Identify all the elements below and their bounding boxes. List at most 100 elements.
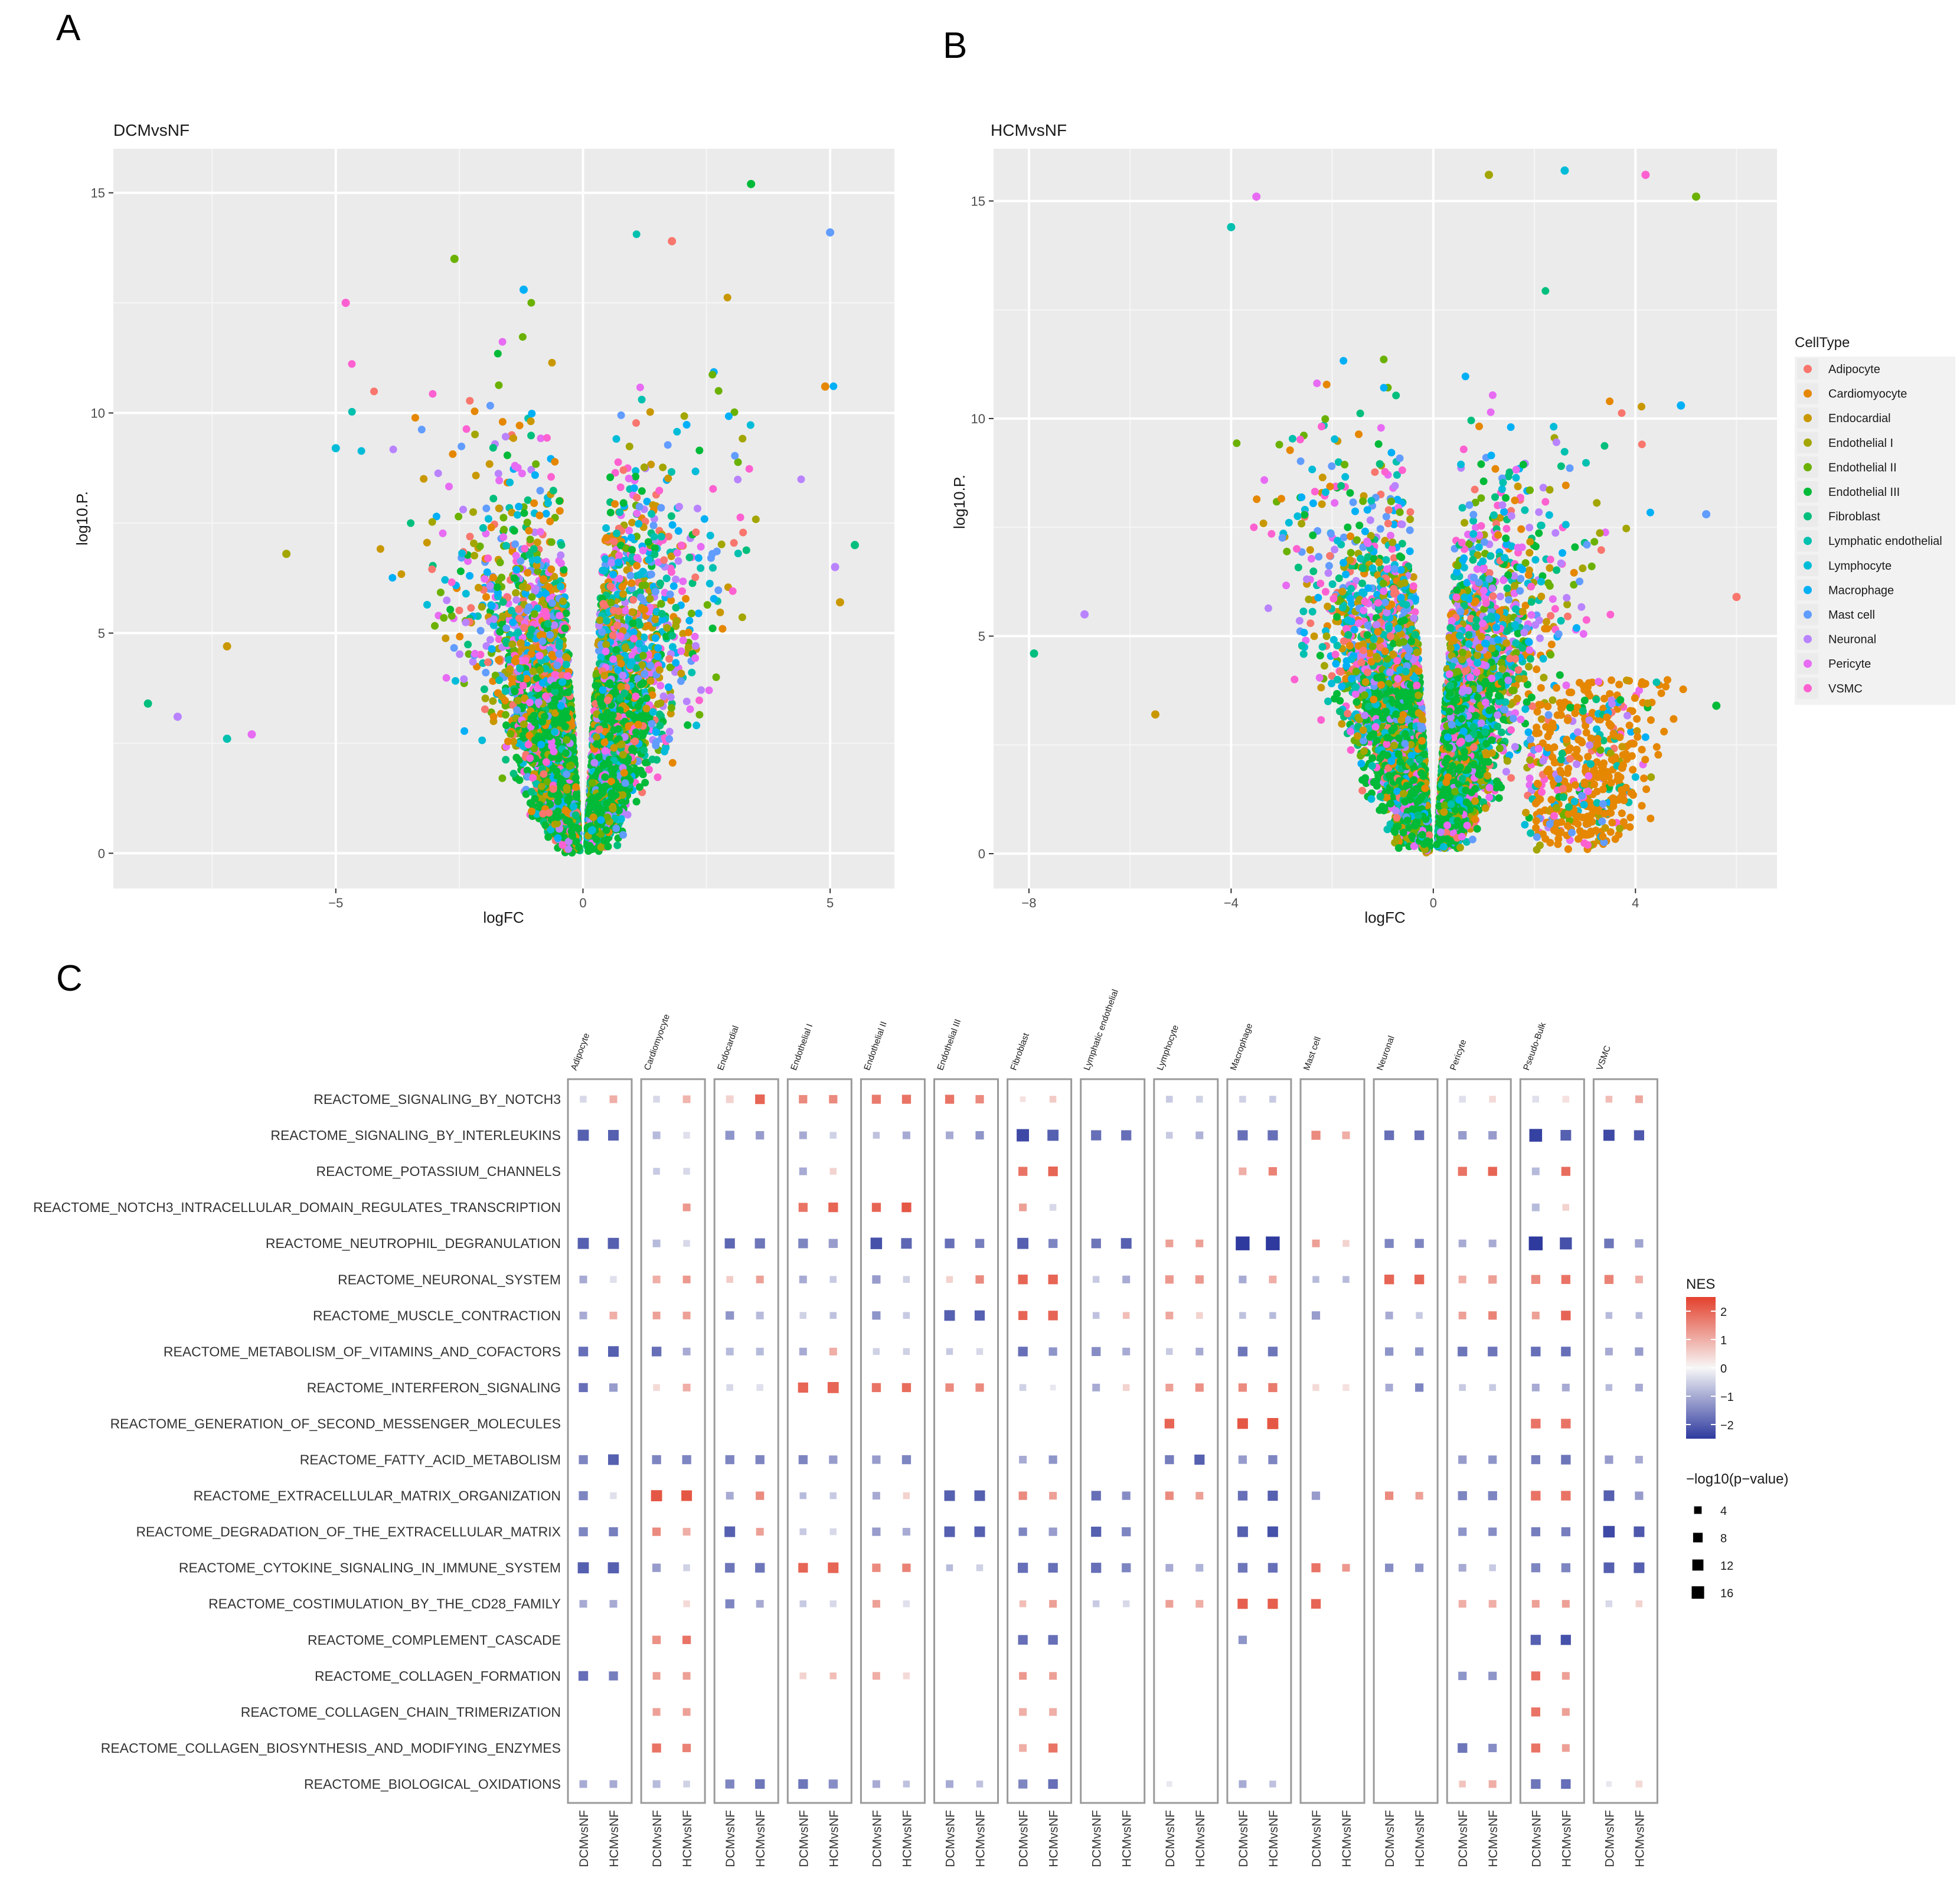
gene-point — [458, 549, 466, 557]
panel-letter-a: A — [56, 8, 81, 48]
gene-point — [663, 624, 671, 632]
gene-point — [607, 558, 616, 567]
gene-point — [677, 541, 685, 550]
gene-point — [562, 609, 570, 618]
gene-point — [518, 583, 527, 591]
gene-point — [684, 628, 692, 636]
gene-point — [668, 568, 675, 576]
gene-point — [718, 625, 727, 633]
gene-point — [557, 541, 566, 549]
gene-point — [691, 654, 700, 662]
gene-point — [626, 571, 635, 580]
gene-point — [669, 582, 678, 590]
gene-point — [540, 770, 548, 778]
gene-point — [522, 675, 531, 683]
gene-point — [662, 574, 671, 583]
gene-point — [502, 756, 510, 764]
gene-point — [432, 512, 440, 521]
gene-point — [638, 396, 646, 404]
gene-point — [612, 435, 620, 443]
gene-point — [510, 527, 518, 535]
gene-point — [550, 621, 558, 629]
gene-point — [417, 426, 426, 434]
gene-point — [489, 444, 497, 452]
gene-point — [596, 695, 604, 703]
gene-point — [488, 645, 496, 653]
gene-point — [456, 650, 464, 658]
gene-point — [613, 530, 620, 537]
gene-point — [628, 518, 636, 527]
gene-point — [533, 556, 541, 564]
gene-point — [547, 538, 556, 546]
gene-point — [629, 596, 638, 604]
gene-point — [639, 770, 647, 779]
gene-point — [483, 568, 491, 576]
gene-point — [652, 728, 660, 736]
gene-point — [656, 721, 664, 730]
gene-point — [688, 579, 697, 587]
gene-point — [543, 612, 550, 620]
gene-point — [634, 703, 642, 711]
gene-point — [449, 450, 457, 458]
gene-point — [729, 587, 737, 595]
gene-point — [647, 510, 655, 518]
gene-point — [446, 606, 455, 613]
gene-point — [651, 550, 659, 558]
gene-point — [470, 539, 478, 547]
gene-point — [724, 412, 733, 420]
gene-point — [679, 636, 687, 645]
gene-point — [487, 523, 495, 531]
gene-point — [691, 468, 700, 475]
gene-point — [734, 550, 742, 557]
gene-point — [646, 408, 654, 416]
gene-point — [723, 293, 731, 302]
gene-point — [523, 766, 531, 775]
gene-point — [512, 658, 520, 665]
gene-point — [499, 514, 508, 522]
gene-point — [645, 766, 653, 774]
gene-point — [484, 554, 492, 563]
gene-point — [797, 475, 805, 483]
gene-point — [630, 484, 638, 492]
gene-point — [652, 739, 660, 747]
gene-point — [523, 518, 531, 527]
gene-point — [691, 642, 700, 650]
gene-point — [694, 609, 703, 618]
panel-letter-b: B — [943, 25, 967, 66]
gene-point — [739, 528, 747, 537]
gene-point — [714, 586, 723, 594]
gene-point — [482, 504, 491, 512]
gene-point — [478, 603, 486, 611]
gene-point — [456, 632, 464, 641]
gene-point — [736, 513, 744, 521]
gene-point — [654, 700, 662, 708]
gene-point — [481, 575, 489, 583]
gene-point — [527, 417, 535, 426]
gene-point — [602, 534, 610, 542]
gene-point — [423, 600, 431, 609]
gene-point — [738, 613, 746, 622]
gene-point — [499, 533, 508, 541]
gene-point — [486, 636, 494, 644]
gene-point — [544, 499, 552, 507]
gene-point — [460, 675, 468, 683]
gene-point — [481, 705, 489, 713]
gene-point — [489, 495, 498, 502]
gene-point — [494, 349, 502, 358]
gene-point — [526, 535, 534, 544]
gene-point — [745, 465, 753, 473]
panel-letter-c: C — [56, 958, 83, 999]
gene-point — [709, 485, 717, 493]
gene-point — [692, 721, 701, 730]
gene-point — [752, 515, 760, 524]
gene-point — [641, 581, 649, 589]
gene-point — [609, 631, 617, 639]
gene-point — [639, 547, 647, 554]
gene-point — [672, 659, 680, 667]
gene-point — [348, 408, 356, 416]
gene-point — [686, 705, 694, 713]
gene-point — [528, 626, 536, 634]
gene-point — [348, 360, 356, 368]
gene-point — [467, 604, 475, 612]
